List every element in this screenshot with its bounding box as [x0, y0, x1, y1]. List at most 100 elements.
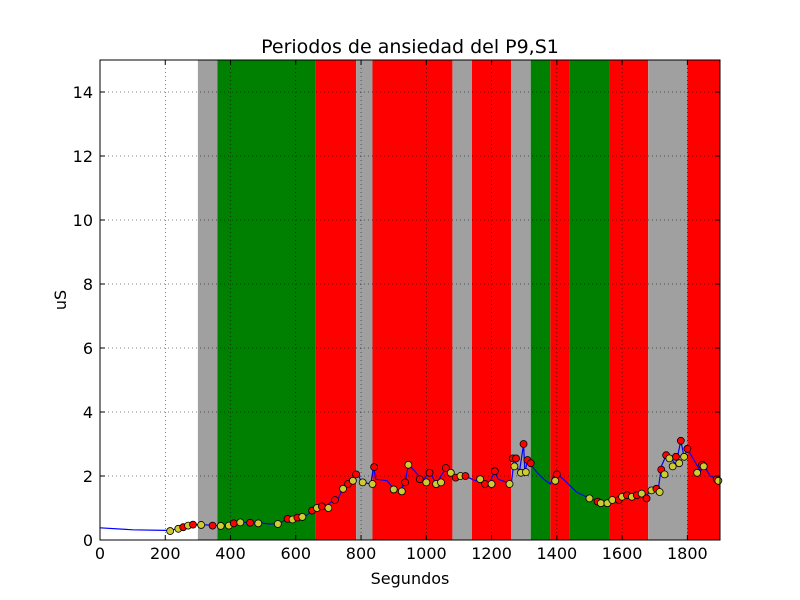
- valley-marker: [358, 478, 367, 487]
- x-tick-label: 1400: [536, 544, 577, 563]
- x-tick-label: 200: [150, 544, 181, 563]
- period-band-red: [609, 60, 649, 540]
- period-band-gray: [197, 60, 218, 540]
- valley-marker: [714, 476, 723, 485]
- valley-marker: [368, 480, 377, 488]
- valley-marker: [505, 480, 514, 488]
- valley-marker: [476, 475, 485, 484]
- valley-marker: [348, 476, 357, 485]
- valley-marker: [510, 462, 519, 471]
- period-band-gray: [648, 60, 688, 540]
- y-tick-label: 2: [83, 467, 93, 486]
- peak-marker: [481, 480, 489, 488]
- peak-marker: [370, 463, 379, 471]
- peak-valley-markers: [166, 436, 723, 535]
- valley-marker: [551, 476, 560, 485]
- grid-lines: [100, 60, 720, 540]
- valley-marker: [404, 460, 413, 469]
- chart-title: Periodos de ansiedad del P9,S1: [261, 36, 559, 58]
- plot-frame: [99, 59, 721, 541]
- peak-marker: [415, 475, 424, 484]
- x-tick-label: 400: [215, 544, 246, 563]
- period-bands: [197, 60, 720, 540]
- valley-marker: [397, 487, 406, 496]
- peak-marker: [229, 519, 238, 528]
- peak-marker: [425, 468, 434, 477]
- valley-marker: [236, 518, 245, 527]
- valley-marker: [298, 513, 307, 521]
- x-axis-label: Segundos: [371, 569, 450, 588]
- valley-marker: [197, 521, 206, 529]
- peak-marker: [642, 494, 651, 503]
- peak-marker: [552, 470, 561, 479]
- peak-marker: [490, 467, 499, 476]
- valley-marker: [324, 504, 333, 512]
- period-band-red: [372, 60, 453, 540]
- valley-marker: [668, 462, 677, 471]
- period-band-green: [530, 60, 551, 540]
- valley-marker: [637, 489, 646, 498]
- valley-marker: [665, 454, 674, 463]
- peak-marker: [401, 478, 410, 487]
- y-axis-label: uS: [51, 290, 70, 310]
- valley-marker: [446, 468, 455, 477]
- period-band-green: [569, 60, 610, 540]
- peak-marker: [331, 496, 339, 504]
- peak-marker: [526, 459, 535, 468]
- valley-marker: [216, 522, 225, 530]
- valley-marker: [660, 470, 669, 479]
- y-tick-label: 8: [83, 275, 93, 294]
- period-band-gray: [511, 60, 531, 540]
- axis-ticks: 0 200 400 600 800 1000 1200 1400 1600 1800 0 2 4 6 8 10…: [73, 60, 720, 563]
- valley-marker: [680, 452, 689, 461]
- peak-marker: [208, 521, 217, 530]
- period-band-green: [217, 60, 316, 540]
- period-band-red: [687, 60, 720, 540]
- valley-marker: [389, 485, 398, 494]
- peak-marker: [676, 436, 685, 445]
- valley-marker: [273, 520, 282, 528]
- x-tick-label: 1600: [602, 544, 643, 563]
- peak-marker: [352, 470, 361, 479]
- valley-marker: [693, 468, 702, 477]
- valley-marker: [675, 459, 684, 468]
- y-tick-label: 6: [83, 339, 93, 358]
- valley-marker: [608, 496, 617, 504]
- x-tick-label: 1000: [406, 544, 447, 563]
- y-tick-label: 4: [83, 403, 93, 422]
- period-band-red: [550, 60, 570, 540]
- valley-marker: [254, 519, 263, 528]
- y-tick-label: 0: [83, 531, 93, 550]
- valley-marker: [487, 480, 496, 488]
- peak-marker: [317, 502, 326, 511]
- y-tick-label: 10: [73, 211, 93, 230]
- peak-marker: [189, 520, 197, 529]
- valley-marker: [655, 488, 664, 496]
- period-band-gray: [356, 60, 373, 540]
- valley-marker: [596, 499, 605, 508]
- period-band-gray: [452, 60, 472, 540]
- peak-marker: [519, 440, 528, 448]
- peak-marker: [441, 464, 450, 472]
- x-tick-label: 800: [346, 544, 377, 563]
- valley-marker: [585, 494, 594, 503]
- peak-marker: [246, 518, 255, 527]
- y-tick-label: 12: [73, 147, 93, 166]
- peak-marker: [461, 472, 470, 480]
- period-band-red: [315, 60, 357, 540]
- valley-marker: [699, 462, 708, 471]
- x-tick-label: 1200: [471, 544, 512, 563]
- valley-marker: [521, 468, 530, 477]
- x-tick-label: 600: [281, 544, 312, 563]
- valley-marker: [339, 484, 348, 493]
- valley-marker: [166, 527, 175, 535]
- peak-marker: [672, 452, 680, 461]
- x-tick-label: 1800: [667, 544, 708, 563]
- peak-marker: [683, 444, 692, 453]
- x-tick-label: 0: [95, 544, 105, 563]
- peak-marker: [512, 454, 520, 463]
- valley-marker: [437, 478, 445, 487]
- y-tick-label: 14: [73, 83, 93, 102]
- valley-marker: [422, 478, 431, 487]
